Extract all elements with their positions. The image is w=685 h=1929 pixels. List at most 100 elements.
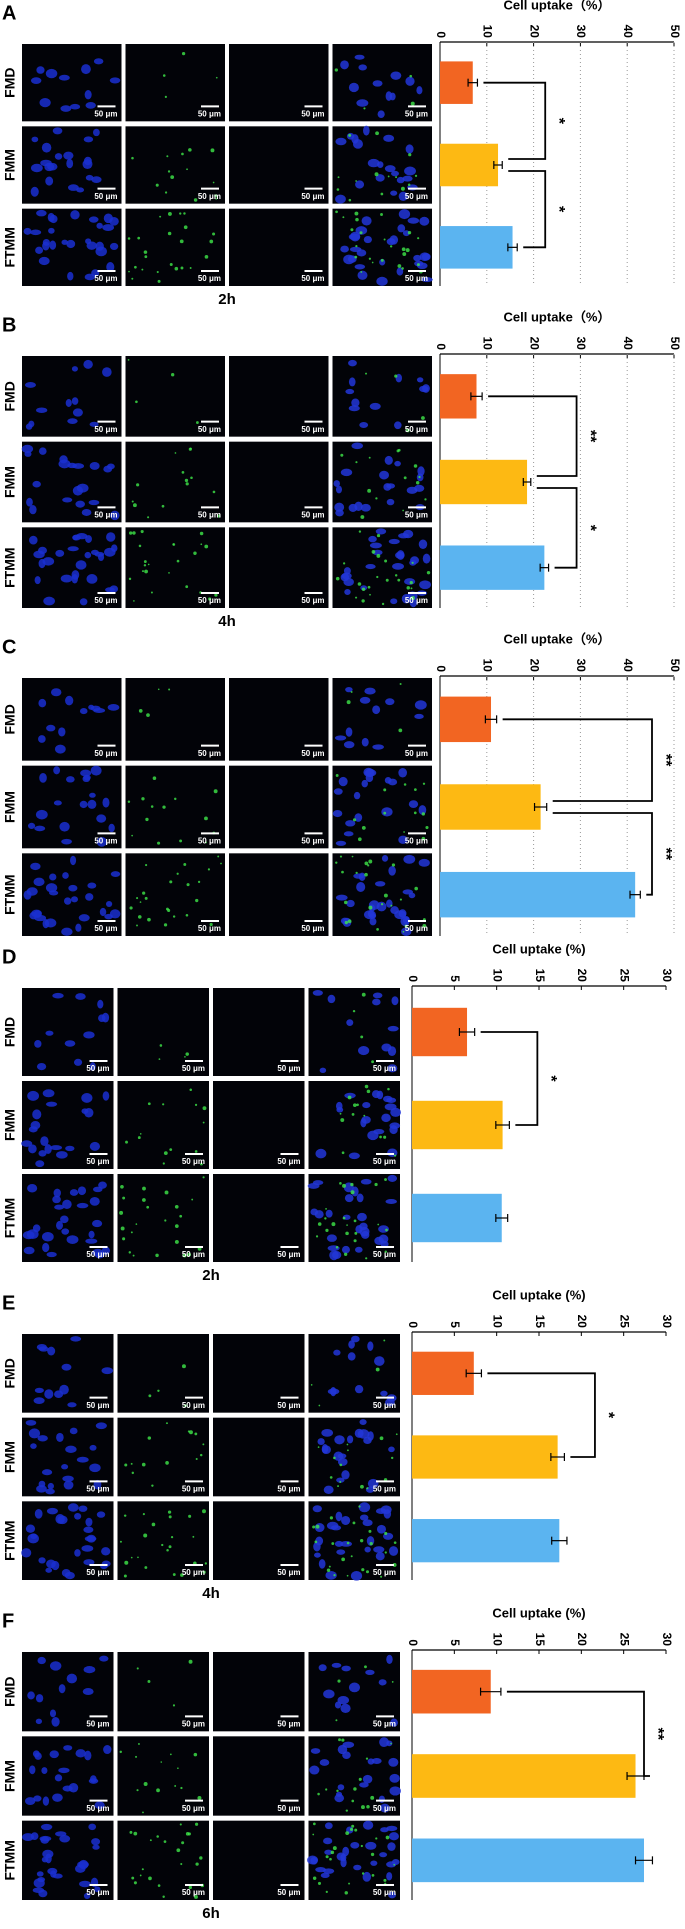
nucleus: [371, 1090, 381, 1099]
green-dot: [341, 1738, 345, 1742]
green-dot: [383, 1878, 387, 1882]
nucleus: [379, 470, 389, 480]
x-tick-label: 0: [406, 1639, 420, 1646]
bar: [440, 871, 636, 918]
nucleus: [372, 992, 383, 999]
nucleus: [63, 1480, 74, 1490]
micrograph: 50 μm: [21, 1501, 114, 1580]
green-dot: [405, 248, 410, 253]
nucleus: [376, 901, 387, 912]
green-dot: [144, 569, 148, 574]
green-dot: [348, 1882, 351, 1885]
green-dot: [141, 1868, 144, 1871]
nucleus: [34, 1752, 42, 1760]
nucleus: [59, 1835, 71, 1843]
nucleus: [418, 805, 427, 815]
nucleus: [89, 461, 100, 470]
scale-bar-label: 50 μm: [277, 1064, 300, 1073]
micrograph: 50 μm: [213, 1417, 305, 1497]
green-dot: [411, 561, 414, 564]
nucleus: [416, 377, 424, 383]
scale-bar-label: 50 μm: [198, 109, 221, 118]
green-dot: [336, 188, 340, 191]
micrograph: 50 μm: [125, 765, 225, 849]
green-dot: [174, 266, 179, 271]
nucleus: [61, 1363, 72, 1371]
nucleus: [65, 1445, 77, 1453]
green-dot: [147, 1102, 151, 1106]
x-tick-label: 50: [668, 337, 682, 351]
nucleus: [110, 510, 120, 521]
green-dot: [335, 1246, 339, 1249]
nucleus: [341, 1515, 351, 1525]
green-dot: [129, 906, 133, 910]
nucleus: [59, 455, 68, 464]
green-dot: [181, 1841, 185, 1845]
nucleus: [333, 480, 341, 487]
nucleus: [62, 1199, 72, 1210]
nucleus: [341, 1245, 350, 1254]
green-dot: [384, 1531, 388, 1536]
nucleus: [388, 538, 400, 545]
nucleus: [90, 705, 101, 712]
nucleus: [49, 1661, 62, 1671]
scale-bar-label: 50 μm: [198, 924, 221, 933]
nucleus: [26, 497, 33, 507]
nucleus: [59, 1384, 69, 1395]
nucleus: [323, 1485, 334, 1494]
micrograph: 50 μm: [229, 44, 329, 122]
x-tick-label: 10: [481, 337, 495, 351]
micrograph: 50 μm: [213, 1174, 305, 1262]
nucleus: [33, 877, 45, 887]
green-dot: [383, 811, 387, 815]
green-dot: [366, 1487, 369, 1490]
green-dot: [144, 255, 148, 259]
nucleus: [356, 99, 369, 107]
green-dot: [212, 181, 215, 184]
nucleus: [363, 125, 370, 136]
micrograph: 50 μm: [125, 527, 225, 608]
nucleus: [109, 217, 119, 226]
micrograph-bg: [117, 1501, 209, 1580]
significance-label: *: [542, 1075, 559, 1082]
micrograph: 50 μm: [229, 527, 329, 608]
nucleus: [81, 64, 91, 75]
nucleus: [403, 529, 414, 539]
micrograph-bg: [125, 765, 225, 849]
error-bar: [629, 890, 641, 899]
green-dot: [397, 448, 401, 452]
nucleus: [359, 696, 371, 704]
nucleus: [353, 791, 361, 800]
nucleus: [66, 239, 76, 249]
green-dot: [339, 1463, 343, 1467]
nucleus: [85, 893, 94, 901]
nucleus: [380, 1827, 389, 1833]
green-dot: [192, 1535, 195, 1538]
green-dot: [335, 576, 340, 581]
nucleus: [71, 397, 79, 405]
nucleus: [94, 1801, 105, 1809]
green-dot: [416, 263, 420, 267]
nucleus: [46, 724, 56, 732]
nucleus: [386, 498, 395, 506]
nucleus: [94, 551, 105, 557]
green-dot: [403, 476, 407, 480]
micrograph: 50 μm: [332, 125, 432, 204]
nucleus: [367, 1431, 374, 1441]
green-dot: [208, 597, 212, 601]
green-dot: [363, 107, 366, 110]
nucleus: [24, 1797, 36, 1805]
green-dot: [330, 1850, 335, 1855]
green-dot: [190, 476, 193, 480]
nucleus: [398, 191, 408, 202]
nucleus: [369, 402, 381, 410]
nucleus: [23, 227, 32, 235]
nucleus: [378, 1795, 385, 1803]
scale-bar-label: 50 μm: [301, 510, 324, 519]
nucleus: [83, 359, 93, 369]
nucleus: [32, 480, 41, 488]
green-dot: [401, 247, 406, 252]
micrograph-bg: [308, 988, 400, 1076]
green-dot: [310, 1384, 313, 1386]
micrograph: 50 μm: [332, 44, 432, 122]
